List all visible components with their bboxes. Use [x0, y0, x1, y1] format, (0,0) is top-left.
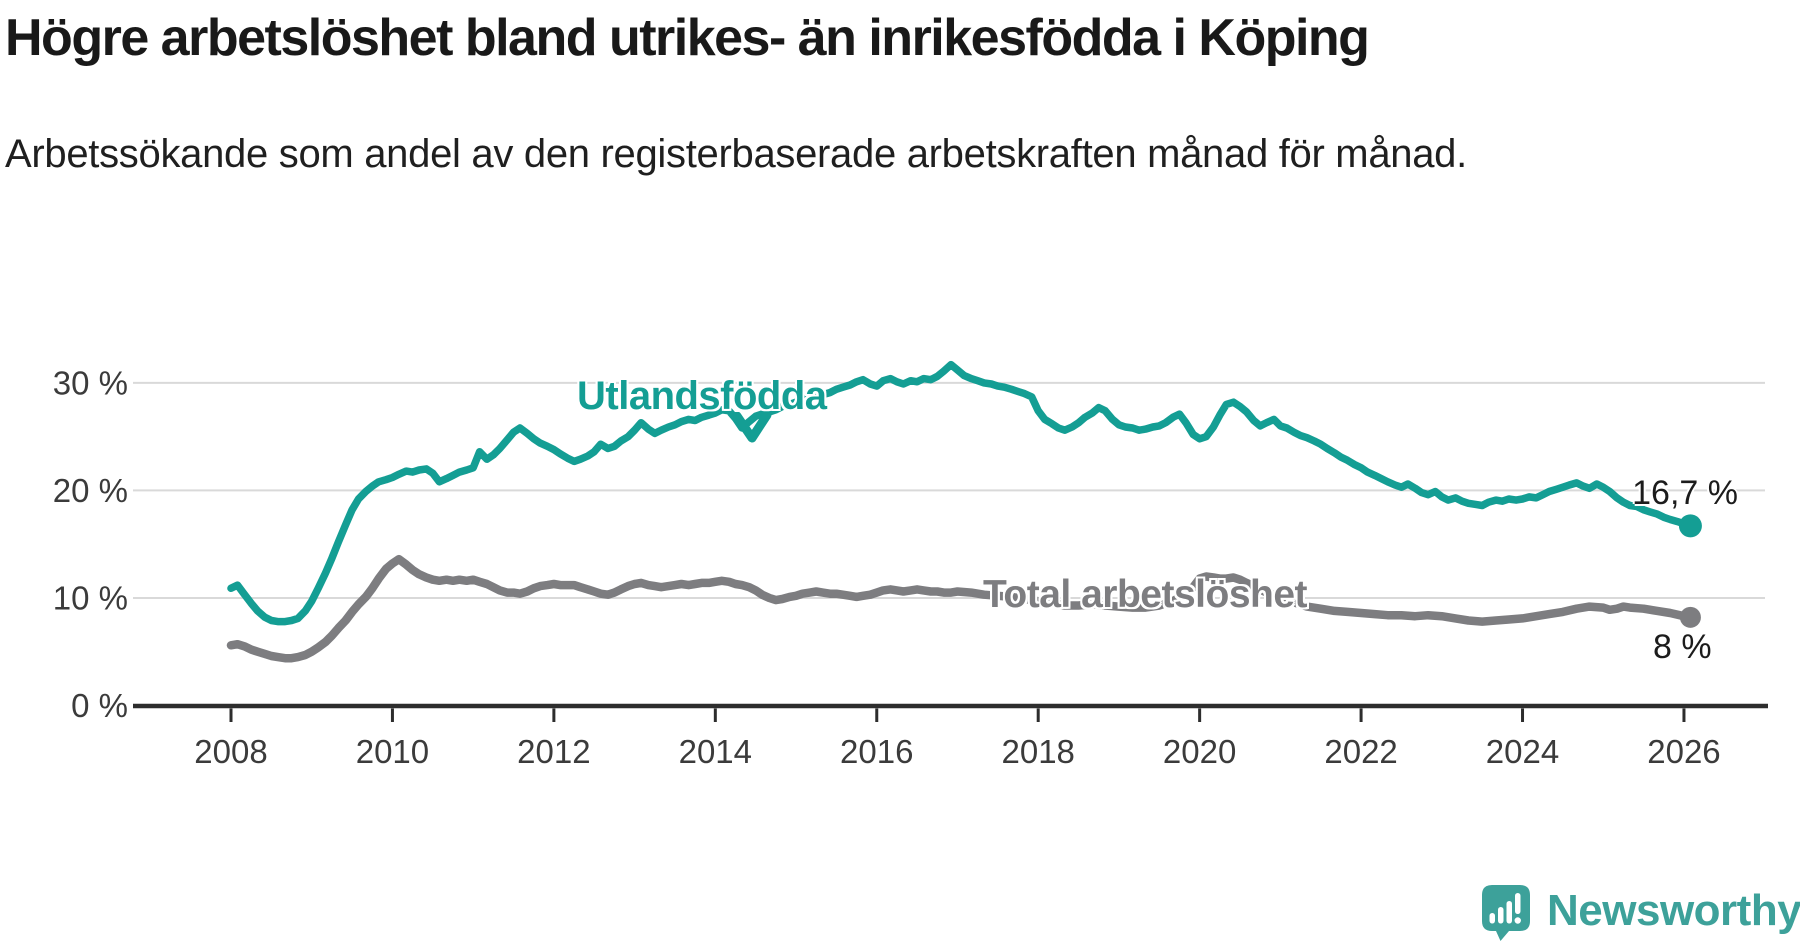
newsworthy-logo-text: Newsworthy [1547, 886, 1800, 935]
y-tick-label: 20 % [53, 472, 128, 509]
page-subtitle: Arbetssökande som andel av den registerb… [5, 132, 1467, 176]
series-label-arrow-down-icon [732, 412, 772, 443]
series-end-dot-total [1679, 606, 1701, 628]
x-tick-label: 2010 [356, 733, 429, 770]
x-tick-label: 2018 [1001, 733, 1074, 770]
x-tick-label: 2016 [840, 733, 913, 770]
x-tick-label: 2020 [1163, 733, 1236, 770]
newsworthy-logo-icon [1482, 885, 1530, 941]
series-label-total-arbetsloshet: Total arbetslöshet [983, 573, 1308, 616]
y-tick-label: 10 % [53, 579, 128, 616]
end-value-label-total: 8 % [1653, 628, 1712, 666]
x-tick-label: 2014 [679, 733, 752, 770]
series-label-utlandsfodda: Utlandsfödda [577, 374, 827, 418]
x-tick-label: 2026 [1647, 733, 1720, 770]
x-tick-label: 2024 [1486, 733, 1559, 770]
x-tick-label: 2022 [1324, 733, 1397, 770]
series-line-total [226, 554, 1695, 663]
newsworthy-logo: Newsworthy [1481, 884, 1800, 942]
y-tick-label: 30 % [53, 364, 128, 401]
page-title: Högre arbetslöshet bland utrikes- än inr… [5, 9, 1370, 67]
y-tick-label: 0 % [71, 687, 128, 724]
x-tick-label: 2012 [517, 733, 590, 770]
series-line-utlandsfodda [227, 360, 1695, 626]
end-value-label-utlandsfodda: 16,7 % [1632, 474, 1738, 512]
x-tick-label: 2008 [194, 733, 267, 770]
series-end-dot-utlandsfodda [1678, 514, 1702, 538]
